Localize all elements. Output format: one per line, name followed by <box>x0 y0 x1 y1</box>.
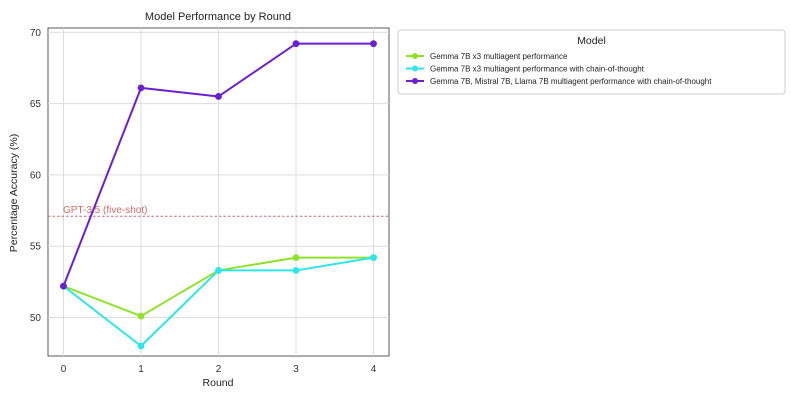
legend-box <box>397 29 786 95</box>
x-tick-label: 2 <box>216 364 222 375</box>
plot-area: 50 55 60 65 70 0 1 2 3 4 GPT-3.5 (five-shot) <box>30 27 390 375</box>
data-point <box>60 282 67 290</box>
data-point <box>292 40 300 48</box>
x-tick-label: 3 <box>293 364 299 375</box>
y-axis-label: Percentage Accuracy (%) <box>8 134 20 252</box>
y-tick-label: 50 <box>30 313 42 324</box>
legend-entry-label: Gemma 7B, Mistral 7B, Llama 7B multiagen… <box>430 77 712 86</box>
x-tick-label: 1 <box>138 364 144 375</box>
x-tick-label: 4 <box>371 364 377 375</box>
data-point <box>137 312 145 320</box>
data-point <box>137 84 145 92</box>
data-point <box>370 40 377 48</box>
data-point <box>215 267 222 274</box>
x-tick-label: 0 <box>61 364 67 375</box>
data-point <box>137 342 145 350</box>
data-point <box>292 267 300 274</box>
legend-title: Model <box>577 35 606 47</box>
legend-swatch-marker <box>412 53 418 59</box>
data-point <box>215 93 222 100</box>
y-tick-label: 70 <box>30 28 42 39</box>
legend: Model Gemma 7B x3 multiagent performance G… <box>397 29 786 95</box>
y-tick-label: 65 <box>30 99 42 110</box>
y-tick-label: 60 <box>30 170 42 181</box>
legend-swatch-marker <box>412 78 418 84</box>
x-axis-label: Round <box>203 377 234 389</box>
legend-entry-label: Gemma 7B x3 multiagent performance <box>430 52 568 61</box>
chart-title: Model Performance by Round <box>145 11 291 23</box>
legend-entry-label: Gemma 7B x3 multiagent performance with … <box>430 65 645 74</box>
data-point <box>292 254 300 261</box>
reference-line-label: GPT-3.5 (five-shot) <box>63 205 147 216</box>
legend-swatch-marker <box>412 65 418 72</box>
data-point <box>370 254 377 261</box>
y-tick-label: 55 <box>30 242 42 253</box>
